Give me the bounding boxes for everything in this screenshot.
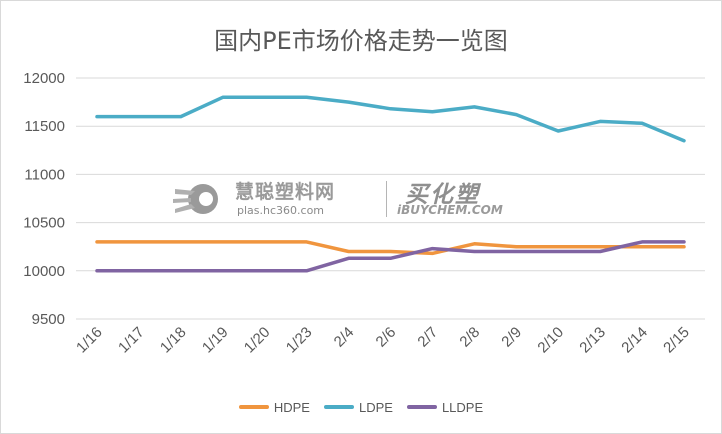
legend: HDPE LDPE LLDPE — [1, 397, 721, 417]
x-tick-label: 2/9 — [498, 324, 525, 351]
legend-item-ldpe: LDPE — [323, 399, 393, 415]
x-tick-label: 2/15 — [660, 324, 693, 357]
watermark-url: plas.hc360.com — [237, 204, 325, 217]
watermark-name-2: 买化塑 — [405, 182, 480, 208]
watermark: 慧聪塑料网 plas.hc360.com 买化塑 iBUYCHEM.COM — [173, 177, 573, 223]
y-tick-label: 10500 — [23, 215, 65, 232]
y-tick-label: 11000 — [24, 166, 65, 183]
legend-item-lldpe: LLDPE — [406, 399, 484, 415]
x-tick-label: 2/14 — [618, 324, 651, 357]
x-tick-label: 1/19 — [199, 324, 232, 357]
legend-swatch — [323, 405, 354, 409]
chart-title: 国内PE市场价格走势一览图 — [214, 27, 508, 55]
legend-swatch — [238, 405, 269, 409]
legend-label: LLDPE — [441, 399, 484, 415]
legend-item-hdpe: HDPE — [238, 399, 310, 415]
x-tick-label: 2/4 — [331, 324, 358, 351]
y-tick-label: 10000 — [23, 263, 65, 280]
x-tick-label: 2/8 — [456, 324, 483, 351]
x-tick-label: 1/18 — [157, 324, 190, 357]
legend-label: HDPE — [273, 399, 310, 415]
series-line-lldpe — [95, 240, 686, 273]
x-tick-label: 2/6 — [373, 324, 400, 351]
x-tick-label: 1/16 — [73, 324, 106, 357]
y-tick-label: 9500 — [32, 311, 65, 328]
x-tick-label: 1/23 — [283, 324, 316, 357]
watermark-divider — [386, 181, 387, 217]
series-line-hdpe — [95, 240, 686, 256]
watermark-logo-icon — [173, 184, 218, 214]
legend-swatch — [406, 405, 437, 409]
series-line-ldpe — [95, 95, 686, 143]
y-tick-label: 11500 — [24, 118, 65, 135]
x-tick-label: 2/13 — [576, 324, 609, 357]
x-tick-label: 1/17 — [115, 324, 148, 357]
x-tick-label: 2/10 — [534, 324, 567, 357]
watermark-url-2: iBUYCHEM.COM — [397, 203, 503, 217]
y-tick-label: 12000 — [23, 70, 65, 87]
watermark-name: 慧聪塑料网 — [235, 181, 336, 203]
x-tick-label: 2/7 — [414, 324, 441, 351]
x-tick-label: 1/20 — [241, 324, 274, 357]
legend-label: LDPE — [358, 399, 393, 415]
